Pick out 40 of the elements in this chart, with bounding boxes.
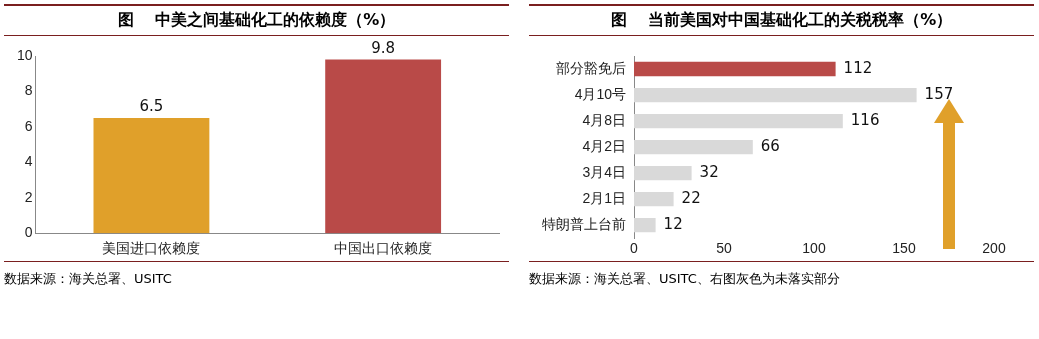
bar xyxy=(634,218,656,233)
data-label: 116 xyxy=(850,110,880,129)
bar xyxy=(634,165,692,181)
bar xyxy=(634,192,674,207)
y-tick-label: 部分豁免后 xyxy=(556,59,626,76)
x-tick-label: 50 xyxy=(716,240,732,257)
data-label: 12 xyxy=(663,215,683,234)
data-label: 32 xyxy=(699,163,719,182)
y-tick-label: 4 xyxy=(24,153,33,170)
y-tick-label: 10 xyxy=(16,46,33,63)
y-tick-label: 2月1日 xyxy=(582,190,626,207)
bar xyxy=(634,87,917,103)
x-tick-label: 100 xyxy=(802,240,826,257)
y-tick-label: 4月10号 xyxy=(574,85,626,102)
data-label: 112 xyxy=(843,58,873,77)
y-tick-label: 6 xyxy=(24,117,33,134)
x-tick-label: 0 xyxy=(630,240,639,257)
data-label: 22 xyxy=(681,189,701,208)
y-tick-label: 3月4日 xyxy=(582,163,626,180)
data-label: 9.8 xyxy=(371,38,396,57)
bar xyxy=(634,113,843,129)
y-tick-label: 0 xyxy=(24,224,33,241)
x-tick-label: 中国出口依赖度 xyxy=(334,240,433,257)
chart-title: 图 中美之间基础化工的依赖度（%） xyxy=(4,4,509,36)
bar xyxy=(634,139,753,155)
x-tick-label: 美国进口依赖度 xyxy=(102,240,201,257)
data-label: 157 xyxy=(924,84,954,103)
chart-title: 图 当前美国对中国基础化工的关税税率（%） xyxy=(529,4,1034,36)
x-tick-label: 200 xyxy=(982,240,1006,257)
y-tick-label: 4月2日 xyxy=(582,137,626,154)
y-tick-label: 4月8日 xyxy=(582,111,626,128)
data-label: 6.5 xyxy=(139,97,164,116)
source-note: 数据来源：海关总署、USITC xyxy=(4,261,509,290)
y-tick-label: 2 xyxy=(24,188,33,205)
bar xyxy=(634,61,836,77)
x-tick-label: 150 xyxy=(892,240,916,257)
y-tick-label: 8 xyxy=(24,82,33,99)
data-label: 66 xyxy=(760,136,780,155)
source-note: 数据来源：海关总署、USITC、右图灰色为未落实部分 xyxy=(529,261,1034,290)
y-tick-label: 特朗普上台前 xyxy=(542,216,626,233)
